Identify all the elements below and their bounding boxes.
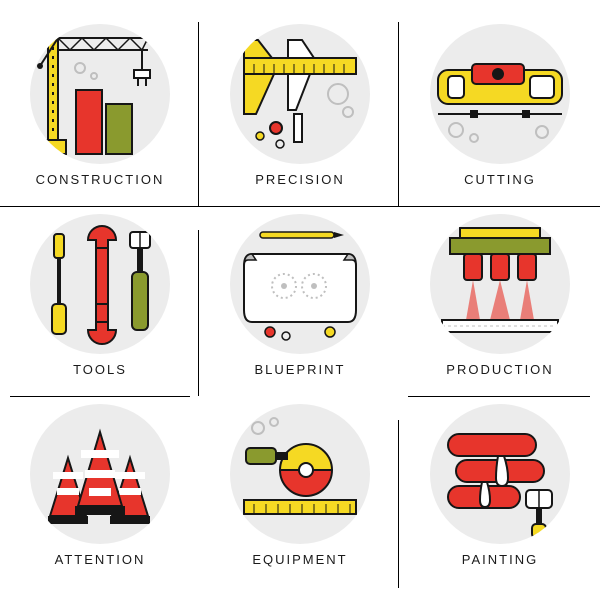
construction-label: CONSTRUCTION — [36, 172, 165, 187]
cell-construction: CONSTRUCTION — [0, 10, 200, 200]
tools-icon — [30, 214, 170, 354]
cell-blueprint: BLUEPRINT — [200, 200, 400, 390]
cell-painting: PAINTING — [400, 390, 600, 580]
blueprint-label: BLUEPRINT — [255, 362, 346, 377]
attention-icon — [30, 404, 170, 544]
cell-precision: PRECISION — [200, 10, 400, 200]
painting-icon — [430, 404, 570, 544]
construction-icon — [30, 24, 170, 164]
painting-label: PAINTING — [462, 552, 538, 567]
precision-label: PRECISION — [255, 172, 345, 187]
attention-label: ATTENTION — [55, 552, 146, 567]
production-label: PRODUCTION — [446, 362, 553, 377]
production-icon — [430, 214, 570, 354]
cell-tools: TOOLS — [0, 200, 200, 390]
equipment-label: EQUIPMENT — [252, 552, 347, 567]
cell-production: PRODUCTION — [400, 200, 600, 390]
cell-equipment: EQUIPMENT — [200, 390, 400, 580]
cell-cutting: CUTTING — [400, 10, 600, 200]
blueprint-icon — [230, 214, 370, 354]
cutting-icon — [430, 24, 570, 164]
cell-attention: ATTENTION — [0, 390, 200, 580]
tools-label: TOOLS — [73, 362, 127, 377]
precision-icon — [230, 24, 370, 164]
cutting-label: CUTTING — [464, 172, 536, 187]
equipment-icon — [230, 404, 370, 544]
icon-grid: CONSTRUCTION — [0, 10, 600, 580]
